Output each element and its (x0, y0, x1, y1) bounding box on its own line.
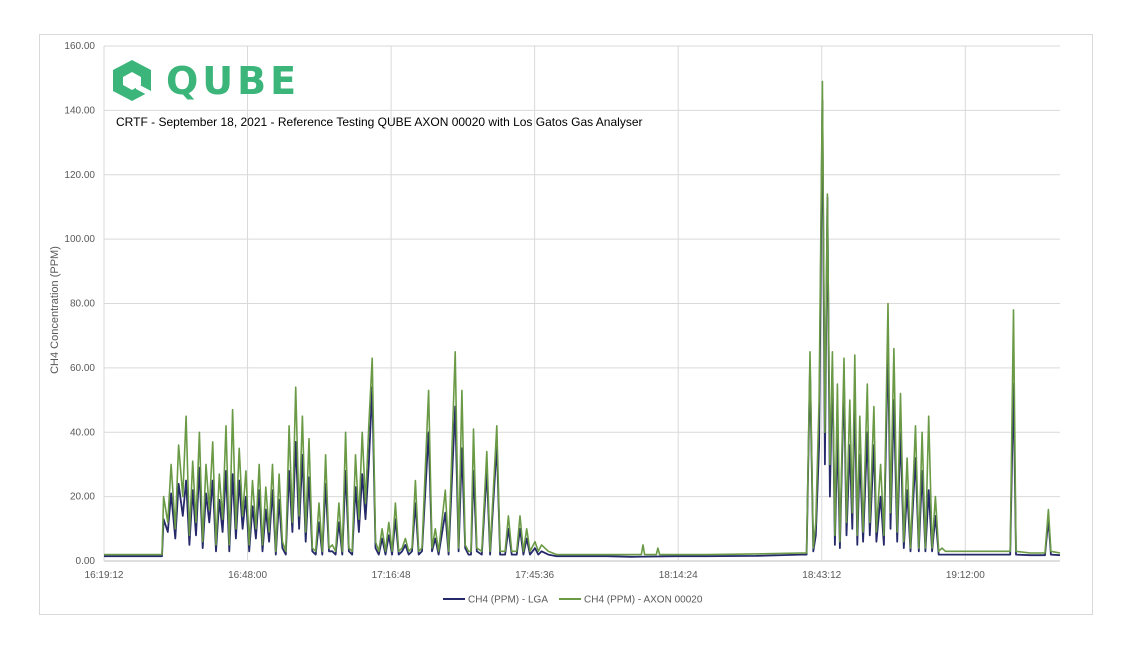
x-tick-label: 18:43:12 (802, 570, 841, 581)
x-tick-label: 17:45:36 (515, 570, 554, 581)
legend-label: CH4 (PPM) - AXON 00020 (584, 595, 703, 606)
y-tick-label: 160.00 (64, 41, 95, 52)
y-tick-label: 20.00 (70, 492, 95, 503)
series-lines (104, 80, 1061, 558)
x-tick-label: 16:48:00 (228, 570, 267, 581)
qube-logo-text: QUBE (166, 59, 300, 103)
y-axis-label: CH4 Concentration (PPM) (49, 246, 61, 374)
x-axis-ticks: 16:19:12 16:48:00 17:16:48 17:45:36 18:14:24… (85, 570, 986, 581)
qube-logo-icon (113, 60, 151, 101)
gridlines (103, 45, 1060, 562)
y-tick-label: 60.00 (70, 363, 95, 374)
y-tick-label: 0.00 (76, 556, 96, 567)
chart-title: CRTF - September 18, 2021 - Reference Te… (116, 115, 642, 129)
x-tick-label: 18:14:24 (659, 570, 698, 581)
x-tick-label: 17:16:48 (372, 570, 411, 581)
x-tick-label: 19:12:00 (946, 570, 985, 581)
y-axis-ticks: 0.00 20.00 40.00 60.00 80.00 100.00 120.00 140.… (64, 41, 95, 567)
qube-logo-notch (136, 83, 151, 97)
qube-logo: QUBE (113, 59, 300, 103)
x-tick-label: 16:19:12 (85, 570, 124, 581)
y-tick-label: 100.00 (64, 234, 95, 245)
y-tick-label: 120.00 (64, 170, 95, 181)
y-tick-label: 40.00 (70, 427, 95, 438)
legend-label: CH4 (PPM) - LGA (468, 595, 548, 606)
y-tick-label: 140.00 (64, 105, 95, 116)
y-tick-label: 80.00 (70, 299, 95, 310)
series-line-axon (104, 80, 1061, 556)
legend: CH4 (PPM) - LGA CH4 (PPM) - AXON 00020 (443, 595, 703, 606)
